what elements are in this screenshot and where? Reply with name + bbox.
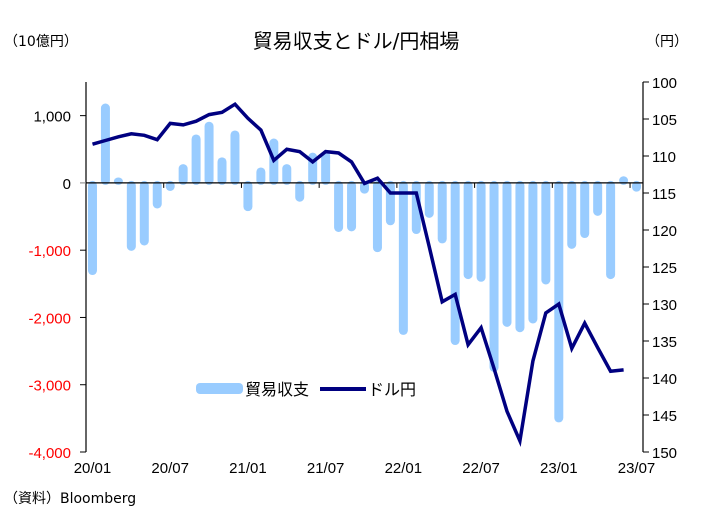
left-tick-label: -1,000 bbox=[28, 243, 71, 260]
bar-20/06 bbox=[152, 180, 162, 209]
x-tick-label: 20/07 bbox=[151, 460, 189, 477]
bar-21/11 bbox=[372, 180, 382, 253]
bar-20/01 bbox=[87, 180, 97, 276]
right-tick-label: 105 bbox=[652, 112, 677, 129]
left-tick-label: 1,000 bbox=[33, 109, 71, 126]
bar-22/11 bbox=[528, 180, 538, 324]
bar-23/04 bbox=[593, 180, 603, 216]
bar-23/02 bbox=[567, 180, 577, 249]
line-group bbox=[92, 101, 624, 448]
bar-20/05 bbox=[139, 180, 149, 246]
left-axis-unit: （10億円） bbox=[4, 34, 78, 50]
bar-22/03 bbox=[424, 180, 434, 218]
bar-21/07 bbox=[321, 151, 331, 185]
right-axis-ticks: 100 105 110 115 120 125 130 135 140 145 150 bbox=[643, 75, 677, 462]
right-tick-label: 130 bbox=[652, 297, 677, 314]
source-note: （資料）Bloomberg bbox=[4, 491, 136, 507]
bar-23/03 bbox=[580, 180, 590, 239]
usdjpy-line bbox=[92, 101, 624, 448]
bars-group bbox=[87, 103, 642, 423]
bar-21/02 bbox=[256, 167, 266, 185]
left-tick-label: -4,000 bbox=[28, 445, 71, 462]
right-tick-label: 135 bbox=[652, 334, 677, 351]
bar-22/01 bbox=[398, 180, 408, 335]
left-tick-label: -2,000 bbox=[28, 310, 71, 327]
right-tick-label: 145 bbox=[652, 408, 677, 425]
x-tick-label: 22/01 bbox=[385, 460, 423, 477]
x-axis-ticks: 20/01 20/07 21/01 21/07 22/01 22/07 23/01 23/07 bbox=[74, 182, 656, 477]
left-tick-label: 0 bbox=[63, 176, 71, 193]
bar-23/01 bbox=[554, 180, 564, 423]
right-tick-label: 100 bbox=[652, 75, 677, 92]
x-tick-label: 22/07 bbox=[462, 460, 500, 477]
bar-20/08 bbox=[178, 164, 188, 185]
right-tick-label: 140 bbox=[652, 371, 677, 388]
bar-20/12 bbox=[230, 130, 240, 185]
bar-22/06 bbox=[463, 180, 473, 280]
x-tick-label: 20/01 bbox=[74, 460, 112, 477]
bar-20/10 bbox=[204, 121, 214, 185]
legend-label-trade-balance: 貿易収支 bbox=[245, 380, 309, 399]
x-tick-label: 21/01 bbox=[229, 460, 267, 477]
bar-22/12 bbox=[541, 180, 551, 285]
bar-22/07 bbox=[476, 180, 486, 282]
bar-21/09 bbox=[347, 180, 357, 232]
bar-23/07 bbox=[632, 180, 642, 192]
bar-20/02 bbox=[100, 103, 110, 185]
x-tick-label: 23/01 bbox=[540, 460, 578, 477]
bar-22/10 bbox=[515, 180, 525, 333]
x-tick-label: 21/07 bbox=[307, 460, 345, 477]
bar-22/08 bbox=[489, 180, 499, 372]
x-tick-label: 23/07 bbox=[618, 460, 656, 477]
bar-20/11 bbox=[217, 157, 227, 185]
bar-21/08 bbox=[334, 180, 344, 232]
bar-21/04 bbox=[282, 164, 292, 185]
legend-swatch-trade-balance bbox=[196, 383, 243, 394]
bar-21/01 bbox=[243, 180, 253, 212]
legend-label-usdjpy: ドル円 bbox=[368, 380, 416, 399]
left-tick-label: -3,000 bbox=[28, 378, 71, 395]
bar-22/05 bbox=[450, 180, 460, 346]
bar-22/04 bbox=[437, 180, 447, 244]
right-tick-label: 110 bbox=[652, 149, 676, 166]
right-tick-label: 125 bbox=[652, 260, 677, 277]
chart-title: 貿易収支とドル/円相場 bbox=[253, 29, 460, 53]
bar-21/05 bbox=[295, 180, 305, 202]
left-axis-ticks: 1,000 0 -1,000 -2,000 -3,000 -4,000 bbox=[28, 109, 86, 462]
bar-20/04 bbox=[126, 180, 136, 251]
bar-20/09 bbox=[191, 134, 201, 185]
legend: 貿易収支 ドル円 bbox=[196, 380, 416, 399]
right-tick-label: 115 bbox=[652, 186, 676, 203]
bar-20/03 bbox=[113, 177, 123, 185]
right-tick-label: 120 bbox=[652, 223, 677, 240]
bar-22/09 bbox=[502, 180, 512, 327]
bar-23/06 bbox=[619, 176, 629, 185]
bar-23/05 bbox=[606, 180, 616, 280]
right-tick-label: 150 bbox=[652, 445, 677, 462]
right-axis-unit: （円） bbox=[646, 34, 688, 50]
